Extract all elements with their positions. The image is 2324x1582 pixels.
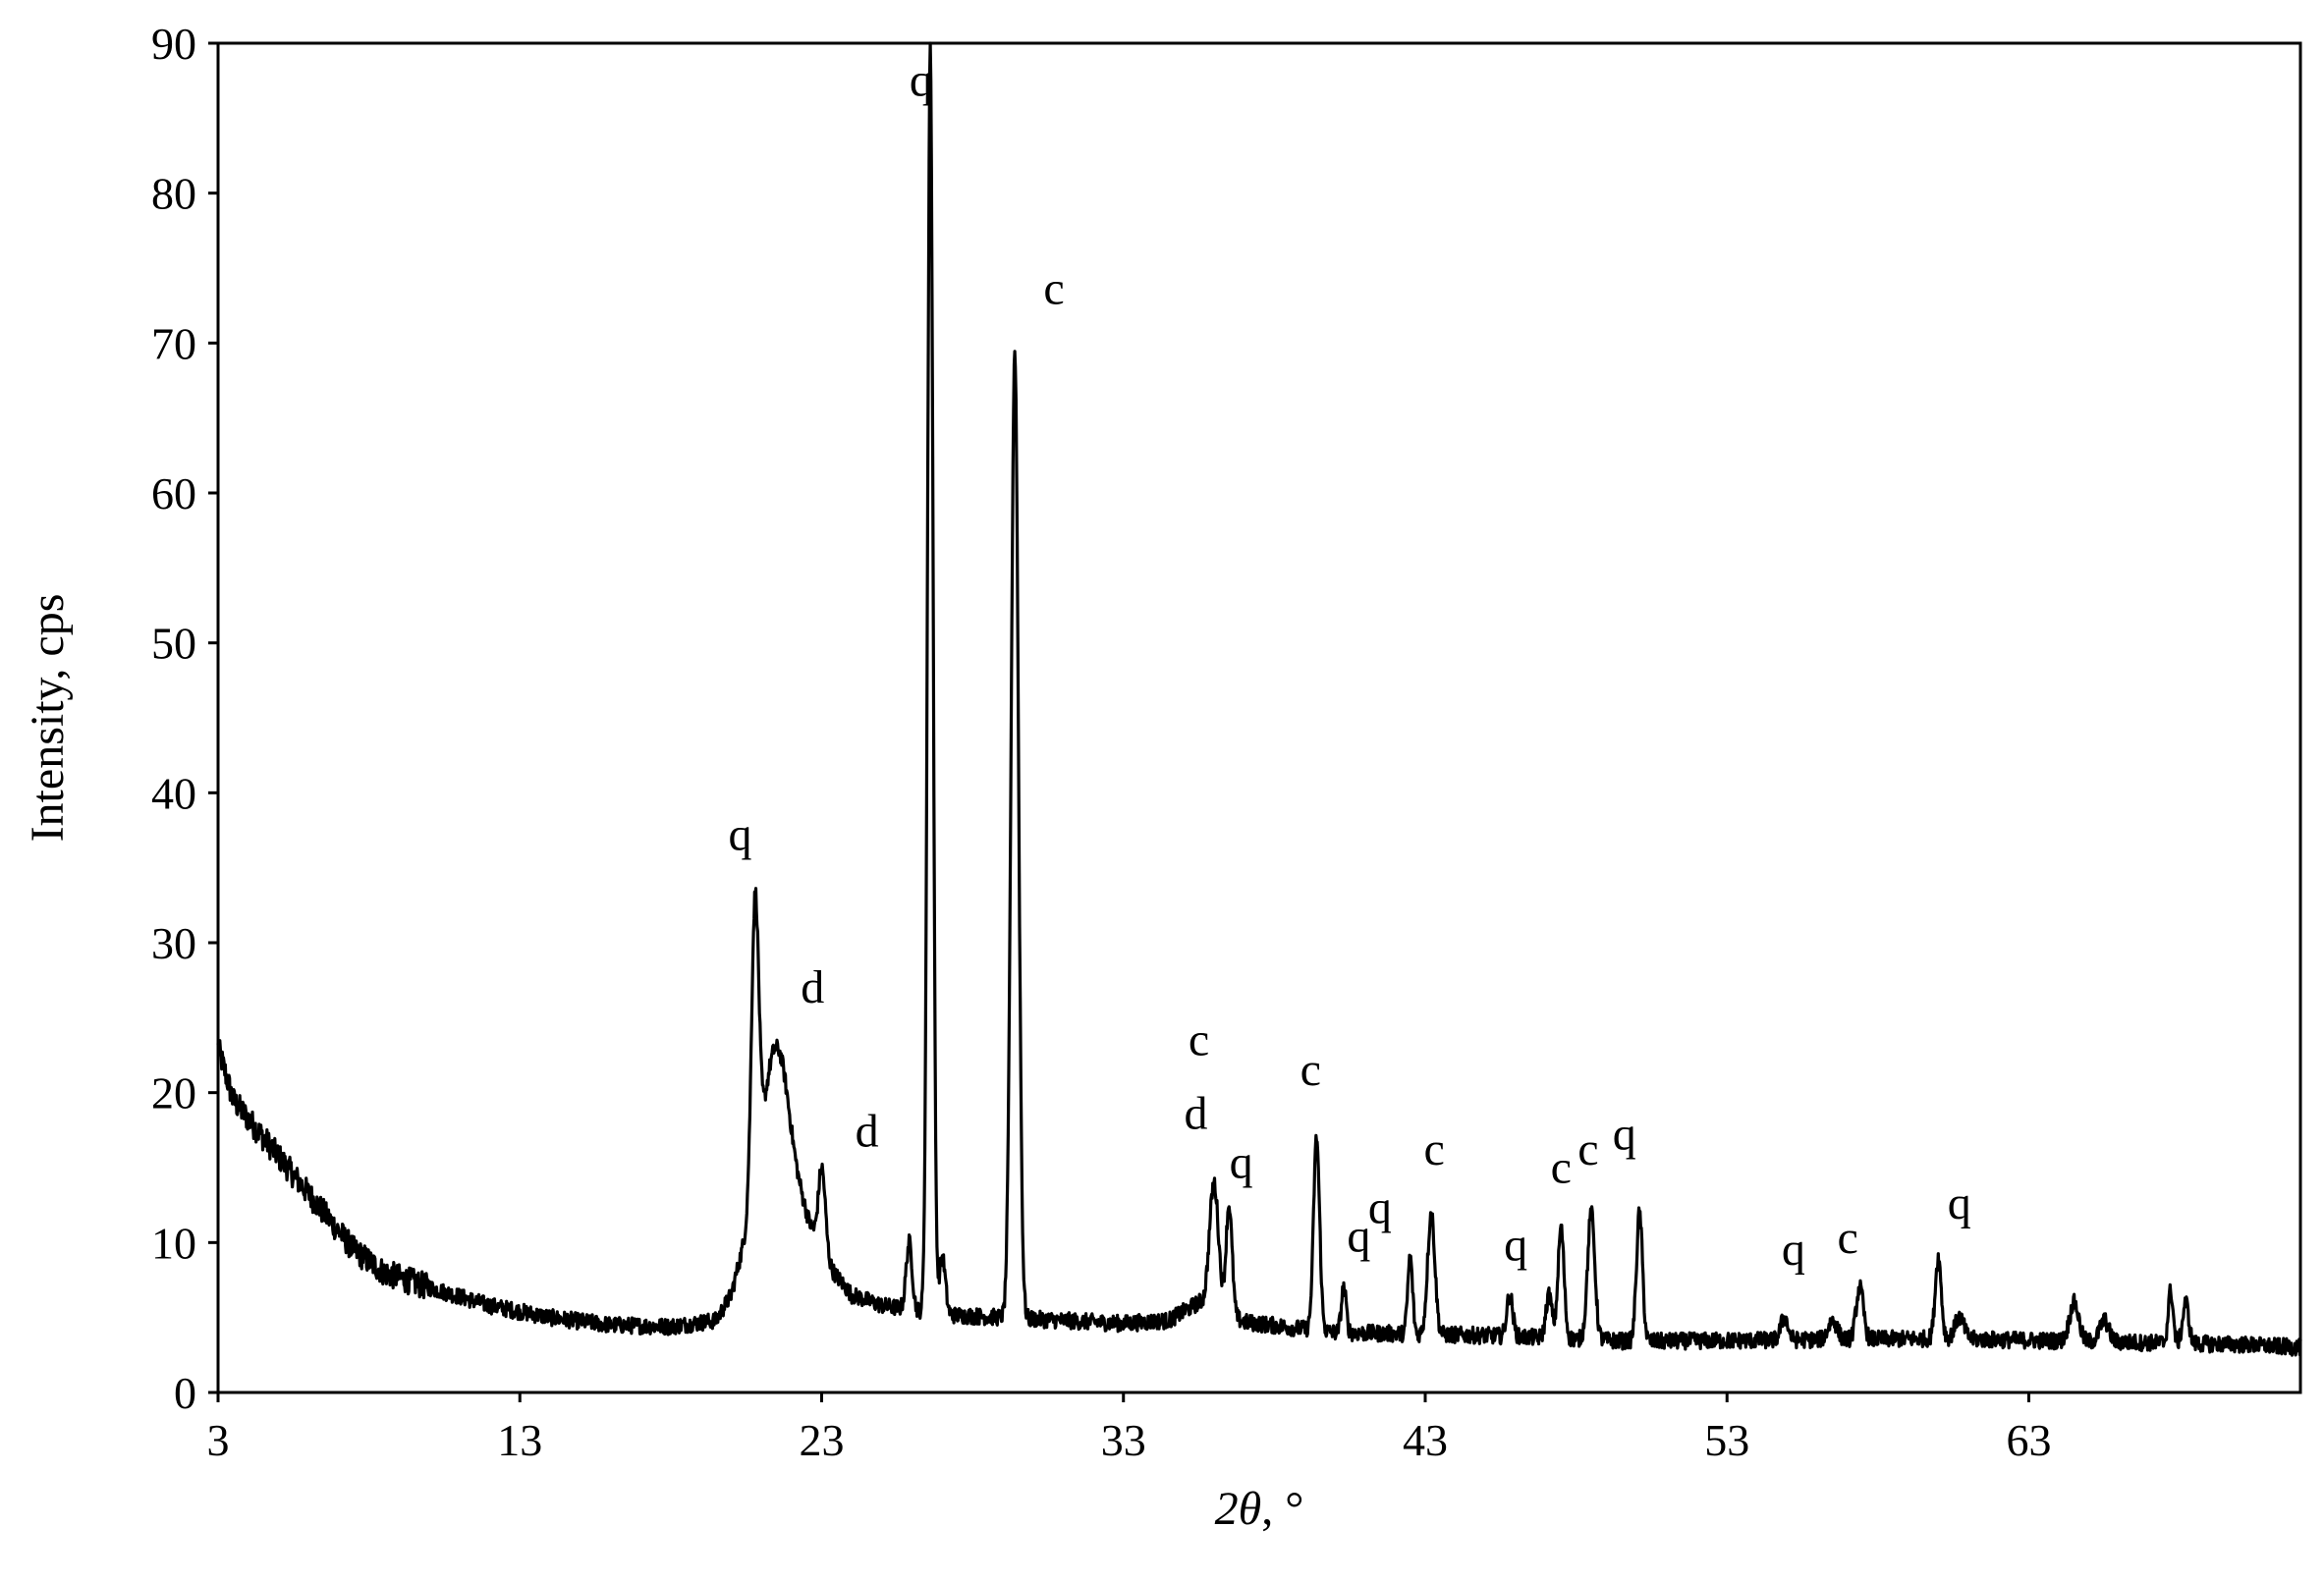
peak-label-q: q xyxy=(910,54,933,106)
x-tick-label: 53 xyxy=(1704,1415,1749,1465)
peak-label-d: d xyxy=(801,961,824,1013)
x-tick-label: 43 xyxy=(1403,1415,1448,1465)
x-tick-label: 3 xyxy=(207,1415,230,1465)
series-line-intensity xyxy=(216,41,2302,1357)
peak-label-q: q xyxy=(1230,1137,1253,1189)
y-tick-label: 60 xyxy=(151,468,196,518)
y-tick-label: 90 xyxy=(151,19,196,69)
x-axis-ticks: 3 13 23 33 43 53 63 xyxy=(207,1392,2051,1465)
y-tick-label: 10 xyxy=(151,1218,196,1268)
x-tick-label: 63 xyxy=(2006,1415,2051,1465)
peak-label-c: c xyxy=(1424,1123,1445,1175)
y-tick-label: 40 xyxy=(151,768,196,818)
peak-label-q: q xyxy=(1347,1210,1370,1262)
peak-label-q: q xyxy=(1368,1181,1392,1233)
x-tick-label: 13 xyxy=(497,1415,542,1465)
peak-label-d: d xyxy=(1184,1087,1207,1139)
peak-label-d: d xyxy=(856,1106,879,1158)
peak-label-c: c xyxy=(1043,263,1064,315)
x-axis-title-symbol: θ xyxy=(1239,1483,1262,1535)
y-tick-label: 50 xyxy=(151,619,196,669)
y-tick-label: 30 xyxy=(151,918,196,968)
peak-label-q: q xyxy=(1948,1177,1971,1229)
peak-label-c: c xyxy=(1189,1014,1209,1066)
y-tick-label: 70 xyxy=(151,318,196,368)
x-axis-title-prefix: 2 xyxy=(1215,1483,1239,1535)
plot-frame xyxy=(216,41,2302,1394)
peak-label-q: q xyxy=(729,808,752,860)
x-tick-label: 33 xyxy=(1101,1415,1146,1465)
y-tick-label: 20 xyxy=(151,1068,196,1118)
y-tick-label: 80 xyxy=(151,169,196,219)
x-axis-title-suffix: , ° xyxy=(1261,1483,1303,1535)
plot-area xyxy=(216,41,2302,1394)
peak-label-c: c xyxy=(1577,1123,1598,1175)
peak-label-c: c xyxy=(1300,1044,1321,1096)
peak-label-c: c xyxy=(1837,1212,1857,1264)
x-axis-title: 2θ, ° xyxy=(1215,1483,1304,1535)
peak-label-q: q xyxy=(1613,1109,1636,1161)
y-tick-label: 0 xyxy=(174,1368,196,1418)
peak-label-q: q xyxy=(1782,1224,1805,1276)
y-axis-ticks: 0 10 20 30 40 50 60 70 80 90 xyxy=(151,19,218,1418)
x-tick-label: 23 xyxy=(799,1415,844,1465)
peak-label-q: q xyxy=(1504,1220,1527,1272)
y-axis-title: Intensity, cps xyxy=(22,594,74,843)
peak-label-c: c xyxy=(1551,1141,1572,1193)
